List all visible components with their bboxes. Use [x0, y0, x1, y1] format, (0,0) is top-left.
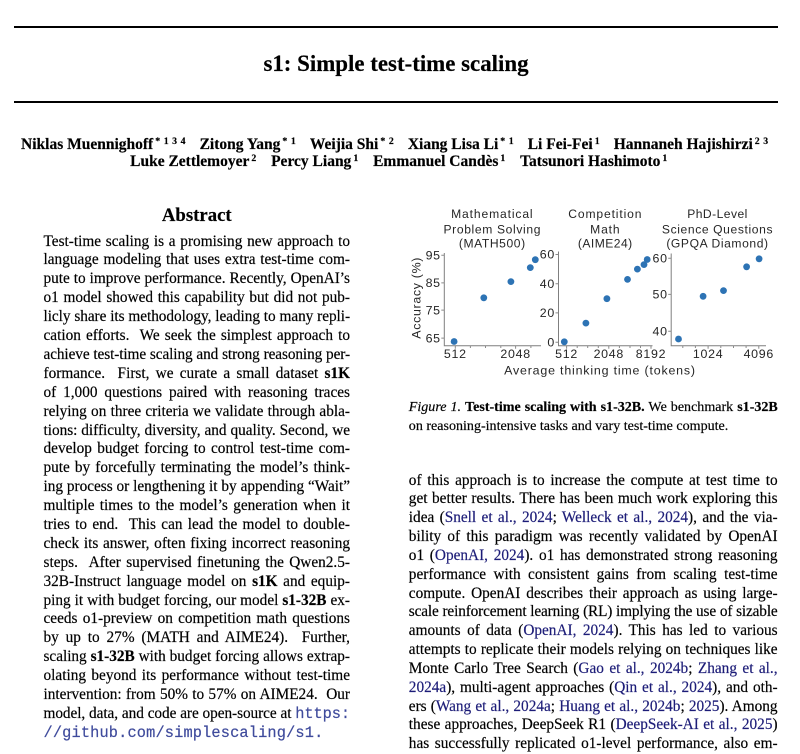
svg-text:50: 50 — [652, 288, 667, 302]
svg-text:512: 512 — [555, 347, 578, 361]
svg-text:Problem Solving: Problem Solving — [443, 222, 541, 236]
svg-text:Math: Math — [590, 222, 620, 236]
svg-text:2048: 2048 — [500, 347, 530, 361]
svg-text:Competition: Competition — [568, 207, 642, 221]
svg-text:60: 60 — [540, 248, 555, 262]
svg-text:PhD-Level: PhD-Level — [687, 207, 748, 221]
svg-text:65: 65 — [426, 331, 441, 345]
svg-text:(AIME24): (AIME24) — [578, 236, 633, 250]
svg-text:Average thinking time (tokens): Average thinking time (tokens) — [504, 363, 696, 377]
svg-text:0: 0 — [547, 335, 555, 349]
svg-text:(MATH500): (MATH500) — [459, 236, 526, 250]
svg-text:20: 20 — [540, 306, 555, 320]
svg-text:Science Questions: Science Questions — [662, 222, 773, 236]
svg-text:Mathematical: Mathematical — [451, 207, 533, 221]
svg-text:75: 75 — [426, 303, 441, 317]
svg-text:4096: 4096 — [744, 347, 774, 361]
svg-text:40: 40 — [652, 325, 667, 339]
svg-text:1024: 1024 — [693, 347, 723, 361]
svg-text:40: 40 — [540, 277, 555, 291]
svg-text:Accuracy (%): Accuracy (%) — [409, 257, 423, 339]
svg-text:2048: 2048 — [594, 347, 624, 361]
svg-text:8192: 8192 — [636, 347, 666, 361]
svg-text:512: 512 — [444, 347, 467, 361]
svg-text:(GPQA Diamond): (GPQA Diamond) — [666, 236, 768, 250]
svg-text:95: 95 — [426, 248, 441, 262]
svg-text:60: 60 — [652, 251, 667, 265]
svg-text:85: 85 — [426, 276, 441, 290]
